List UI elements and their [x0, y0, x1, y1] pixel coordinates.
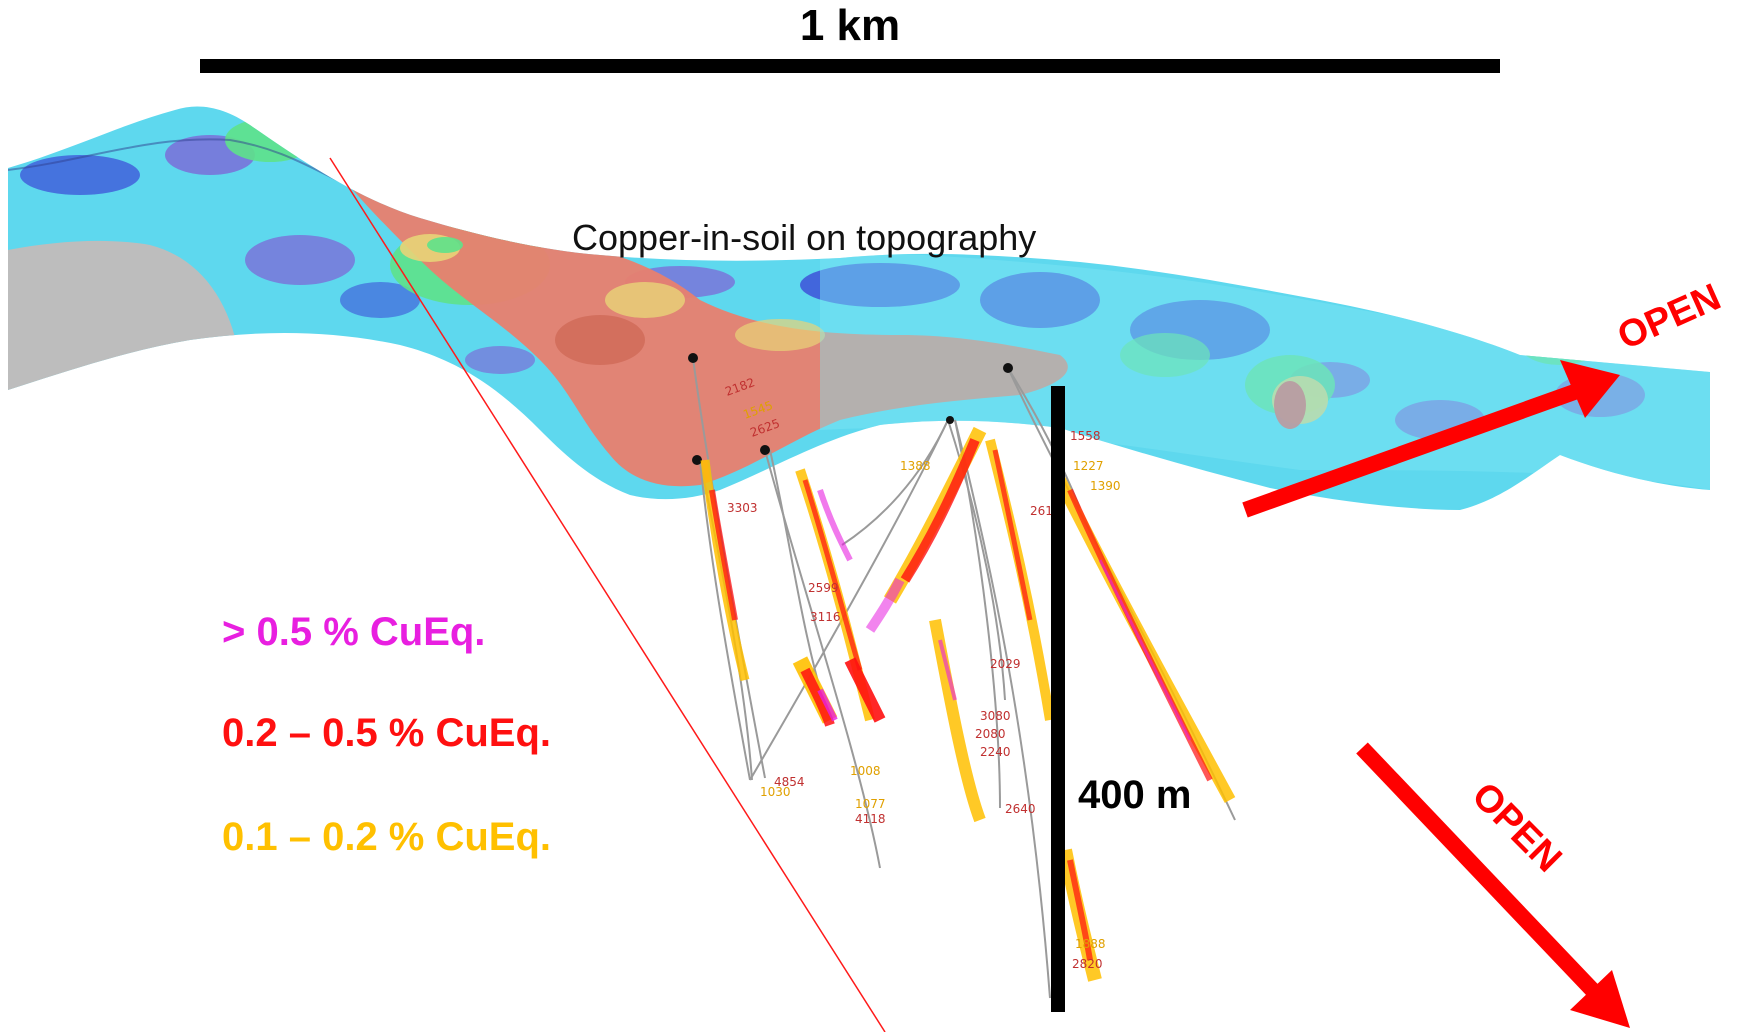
surface-label: Copper-in-soil on topography	[572, 217, 1036, 258]
drill-label: 1390	[1090, 479, 1121, 493]
drill-label: 1030	[760, 785, 791, 799]
topo-ridge-shadow	[8, 138, 361, 191]
drill-label: 1077	[855, 797, 886, 811]
drill-collar	[688, 353, 698, 363]
topo-low	[800, 263, 960, 307]
open-label-east: OPEN	[1612, 276, 1727, 358]
mineralised-intervals	[700, 426, 1236, 982]
drill-label: 2640	[1005, 802, 1036, 816]
drill-collar	[692, 455, 702, 465]
drill-label: 1388	[900, 459, 931, 473]
interval-mid-grade	[800, 667, 835, 727]
copper-anomaly-core	[555, 315, 645, 365]
interval-high-grade	[817, 489, 853, 562]
interval-mid-grade	[900, 438, 980, 583]
legend-high-grade: > 0.5 % CuEq.	[222, 610, 485, 654]
legend-low-grade: 0.1 – 0.2 % CuEq.	[222, 815, 551, 859]
drill-label: 3116	[810, 610, 841, 624]
interval-mid-grade	[844, 657, 886, 723]
drill-trace	[699, 459, 751, 781]
topography-surface	[8, 106, 1710, 510]
drill-collars	[688, 353, 1013, 465]
drill-collar	[1003, 363, 1013, 373]
drill-label: 3303	[727, 501, 758, 515]
topo-low	[980, 272, 1100, 328]
interval-mid-grade	[709, 489, 738, 621]
copper-anomaly-east	[1274, 381, 1306, 429]
drill-collar	[760, 445, 770, 455]
arrow-shaft-down	[1356, 742, 1606, 1004]
drill-label: 2240	[980, 745, 1011, 759]
drill-label: 2820	[1072, 957, 1103, 971]
interval-high-grade	[938, 639, 957, 701]
interval-low-grade	[700, 459, 750, 682]
section-line	[329, 157, 886, 1032]
copper-anomaly-east	[1550, 336, 1580, 354]
drill-label: 4854	[774, 775, 805, 789]
drill-label: 2029	[990, 657, 1021, 671]
topo-halo	[427, 237, 463, 253]
depth-scale-label: 400 m	[1078, 773, 1191, 817]
drill-label: 1888	[1075, 937, 1106, 951]
drill-label: 2080	[975, 727, 1006, 741]
drill-collar	[946, 416, 954, 424]
drill-label: 2599	[808, 581, 839, 595]
drill-label: 1227	[1073, 459, 1104, 473]
interval-high-grade	[817, 688, 838, 722]
interval-mid-grade	[802, 479, 863, 671]
arrow-shaft-east	[1242, 382, 1583, 518]
topo-low	[245, 235, 355, 285]
drill-label: 3080	[980, 709, 1011, 723]
arrow-head-down-icon	[1570, 970, 1630, 1028]
interval-mid-grade	[1067, 859, 1093, 961]
drill-label: 1558	[1070, 429, 1101, 443]
drill-trace	[749, 419, 949, 781]
open-arrow-down: OPEN	[1356, 742, 1630, 1028]
drill-label: 1008	[850, 764, 881, 778]
topo-low	[465, 346, 535, 374]
drill-label: 4118	[855, 812, 886, 826]
interval-high-grade	[1098, 559, 1192, 741]
interval-high-grade	[865, 577, 905, 633]
arrow-head-east-icon	[1560, 360, 1620, 418]
interval-mid-grade	[992, 449, 1033, 621]
topo-halo	[225, 118, 315, 162]
drill-trace	[954, 419, 1051, 999]
topo-halo	[735, 319, 825, 351]
topo-low	[20, 155, 140, 195]
grade-legend: > 0.5 % CuEq. 0.2 – 0.5 % CuEq. 0.1 – 0.…	[222, 610, 551, 859]
topo-halo	[1120, 333, 1210, 377]
legend-mid-grade: 0.2 – 0.5 % CuEq.	[222, 711, 551, 755]
topo-low	[340, 282, 420, 318]
scale-bar-label: 1 km	[800, 1, 900, 50]
topo-halo	[605, 282, 685, 318]
